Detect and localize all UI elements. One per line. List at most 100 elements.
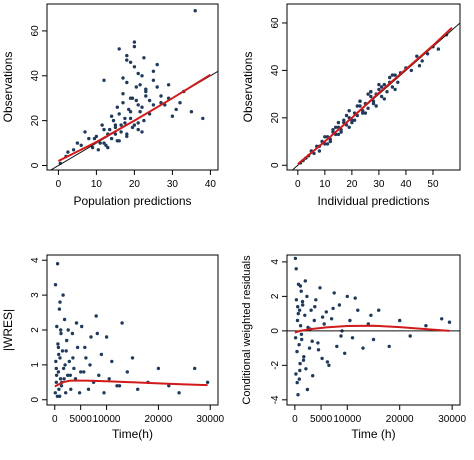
ipred-point [371,99,376,103]
cwres-time-x-tick-label: 20000 [145,414,173,425]
pred-point [125,132,129,136]
ipred-point [396,80,400,85]
pred-point [151,103,156,107]
pred-point [125,53,129,58]
cwres-time-signed-point [300,337,304,342]
cwres-time-signed-point [316,348,321,352]
cwres-time-signed-point [302,355,306,359]
cwres-time-signed-point [299,332,304,336]
cwres-time-signed-point [332,291,336,295]
cwres-time-signed-point [295,318,300,323]
ipred-point [358,99,362,103]
pred-point [142,56,146,60]
ipred-smooth-line [297,26,453,165]
cwres-time-signed-point [296,393,300,397]
cwres-time-point [136,387,140,391]
ipred-point [342,118,346,122]
cwres-time-x-tick-label: 10000 [93,414,121,425]
pred-y-tick-label: 0 [30,162,41,168]
cwres-time-point [110,359,114,364]
ipred-point [328,139,332,144]
cwres-time-signed-point [312,318,316,323]
cwres-time-point [115,384,119,388]
pred-y-tick-label: 60 [30,25,41,37]
pred-point [142,118,146,123]
pred-point [117,112,121,116]
cwres-time-y-axis-label: |WRES| [1,309,15,351]
ipred-y-tick-label: 40 [270,64,281,76]
ipred-point [361,111,365,115]
cwres-time-signed-point [339,334,343,338]
ipred-point [317,149,322,153]
ipred-x-tick-label: 0 [295,179,301,190]
pred-y-tick-label: 20 [30,115,41,127]
pred-point [113,123,118,127]
cwres-time-signed-point [408,334,412,338]
cwres-time-point [84,356,88,360]
pred-point [136,103,140,107]
ipred-point [366,106,370,111]
ipred-x-tick-label: 30 [373,179,385,190]
ipred-point [347,109,351,113]
pred-point [140,74,144,78]
pred-point [144,94,148,98]
cwres-time-signed-frame [286,254,461,406]
cwres-time-signed-point [447,320,452,324]
ipred-y-tick-label: 20 [270,112,281,124]
pred-point [71,148,76,152]
cwres-time-point [205,380,210,384]
cwres-time-point [58,377,63,381]
cwres-time-point [57,352,61,357]
cwres-time-point [59,384,64,388]
pred-panel: 0 10 20 30 40 0 20 40 60 Population predictions Ob… [1,3,219,208]
ipred-point [323,135,327,139]
ipred-y-tick-label: 60 [270,17,281,29]
cwres-time-x-axis-label: Time(h) [112,427,153,441]
pred-point [102,127,106,132]
ipred-x-tick-label: 20 [346,179,358,190]
cwres-time-x-tick-label: 5000 [70,414,93,425]
cwres-time-signed-point [294,298,299,302]
cwres-time-signed-x-axis-label: Time (h) [351,427,395,441]
cwres-time-point [60,349,65,353]
pred-point [117,47,121,51]
cwres-time-point [88,363,92,367]
pred-point [155,85,159,89]
cwres-time-panel: 0 5000 10000 20000 30000 0 1 2 3 4 Time(h) |WRES| [1,254,225,441]
pred-point [128,116,133,121]
cwres-time-point [53,283,58,287]
cwres-time-signed-point [316,341,320,345]
cwres-time-point [64,349,68,353]
pred-point [106,145,110,150]
cwres-time-point [57,307,62,311]
cwres-time-point [95,331,100,336]
pred-point [140,130,144,134]
cwres-time-y-tick-label: 0 [30,397,41,403]
cwres-time-signed-point [343,351,347,355]
cwres-time-point [107,377,111,381]
cwres-time-signed-point [335,344,339,349]
cwres-time-signed-x-tick-label: 5000 [310,414,333,425]
cwres-time-point [59,331,63,336]
ipred-point [325,142,330,146]
pred-point [98,141,102,145]
ipred-point [369,94,373,99]
pred-point [111,118,116,123]
pred-point [132,65,137,69]
cwres-time-point [80,324,84,329]
cwres-time-signed-point [295,349,299,354]
pred-point [100,123,104,127]
cwres-time-signed-point [348,318,352,323]
ipred-y-axis-label: Observations [241,52,255,123]
cwres-time-signed-point [301,303,305,307]
cwres-time-signed-point [331,306,335,311]
pred-point [109,114,114,118]
cwres-time-signed-point [353,296,357,300]
cwres-time-smooth-line [54,379,208,388]
cwres-time-signed-point [303,279,307,283]
cwres-time-signed-point [324,310,328,314]
cwres-time-signed-point [303,313,307,317]
cwres-time-signed-y-tick-label: 0 [270,328,281,334]
ipred-point [393,73,397,77]
cwres-time-signed-point [369,313,373,317]
